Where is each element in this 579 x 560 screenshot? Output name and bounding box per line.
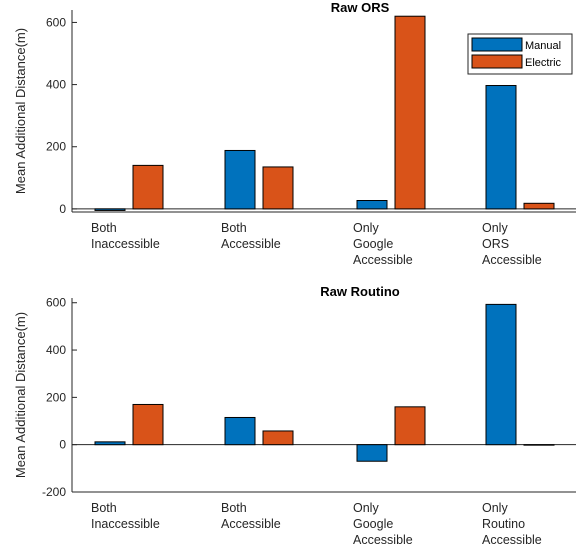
bar-manual — [485, 85, 517, 210]
category-label: Only — [482, 221, 508, 235]
legend-swatch-electric — [471, 54, 523, 69]
bar-electric — [523, 202, 555, 210]
category-label: Accessible — [482, 533, 542, 547]
legend-swatch-manual — [471, 37, 523, 52]
bar-electric — [523, 444, 555, 446]
y-axis-label: Mean Additional Distance(m) — [13, 312, 28, 478]
category-label: Only — [353, 501, 379, 515]
y-tick-label: 0 — [59, 438, 66, 452]
category-label: Accessible — [221, 517, 281, 531]
category-label: ORS — [482, 237, 509, 251]
bar-manual — [356, 444, 388, 462]
bar-manual — [224, 149, 256, 210]
y-tick-label: 400 — [46, 78, 66, 92]
category-label: Accessible — [353, 533, 413, 547]
category-label: Only — [482, 501, 508, 515]
bar-electric — [394, 15, 426, 210]
y-tick-label: 200 — [46, 390, 66, 404]
bar-electric — [394, 406, 426, 446]
chart-title: Raw Routino — [320, 284, 399, 299]
bar-electric — [132, 164, 164, 210]
chart-title: Raw ORS — [331, 0, 390, 15]
bar-manual — [485, 303, 517, 446]
category-label: Both — [91, 221, 117, 235]
category-label: Both — [221, 221, 247, 235]
category-label: Google — [353, 517, 393, 531]
y-tick-label: 0 — [59, 202, 66, 216]
bar-manual — [356, 200, 388, 210]
bar-electric — [262, 430, 294, 446]
category-label: Both — [91, 501, 117, 515]
bar-electric — [132, 403, 164, 446]
category-label: Both — [221, 501, 247, 515]
category-label: Inaccessible — [91, 517, 160, 531]
y-tick-label: -200 — [42, 485, 66, 499]
category-label: Accessible — [482, 253, 542, 267]
bar-manual — [224, 416, 256, 446]
legend-label-manual: Manual — [525, 40, 561, 52]
category-label: Accessible — [353, 253, 413, 267]
category-label: Only — [353, 221, 379, 235]
category-label: Google — [353, 237, 393, 251]
legend-label-electric: Electric — [525, 57, 562, 69]
y-axis-label: Mean Additional Distance(m) — [13, 28, 28, 194]
category-label: Inaccessible — [91, 237, 160, 251]
y-tick-label: 600 — [46, 296, 66, 310]
bar-manual — [94, 208, 126, 211]
y-tick-label: 200 — [46, 140, 66, 154]
bar-manual — [94, 441, 126, 446]
y-tick-label: 600 — [46, 15, 66, 29]
category-label: Routino — [482, 517, 525, 531]
category-label: Accessible — [221, 237, 281, 251]
y-tick-label: 400 — [46, 343, 66, 357]
bar-electric — [262, 166, 294, 210]
